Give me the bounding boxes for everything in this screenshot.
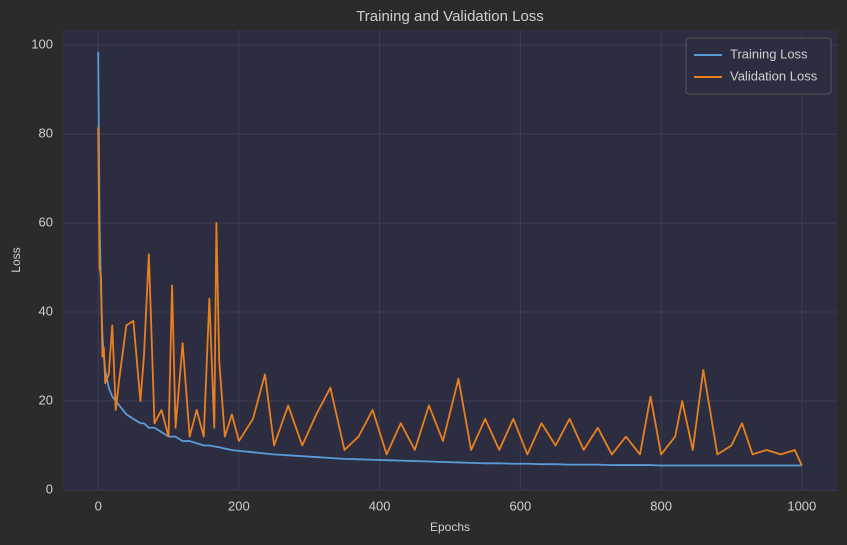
x-axis-label: Epochs (430, 520, 470, 534)
y-tick-label: 100 (31, 37, 53, 52)
y-tick-label: 0 (46, 481, 53, 496)
y-tick-label: 20 (39, 392, 53, 407)
y-tick-label: 80 (39, 126, 53, 141)
x-tick-label: 0 (95, 498, 102, 513)
plot-area (63, 30, 837, 490)
legend-label: Validation Loss (730, 68, 818, 83)
x-tick-label: 1000 (787, 498, 816, 513)
y-axis-label: Loss (9, 247, 23, 272)
legend-label: Training Loss (730, 46, 808, 61)
x-tick-label: 200 (228, 498, 250, 513)
y-tick-label: 40 (39, 303, 53, 318)
legend-box (685, 37, 832, 95)
x-tick-label: 400 (369, 498, 391, 513)
y-tick-label: 60 (39, 215, 53, 230)
series-line (97, 127, 803, 466)
x-tick-label: 800 (650, 498, 672, 513)
chart-title: Training and Validation Loss (356, 8, 544, 25)
series-line (97, 51, 802, 467)
x-tick-label: 600 (510, 498, 532, 513)
